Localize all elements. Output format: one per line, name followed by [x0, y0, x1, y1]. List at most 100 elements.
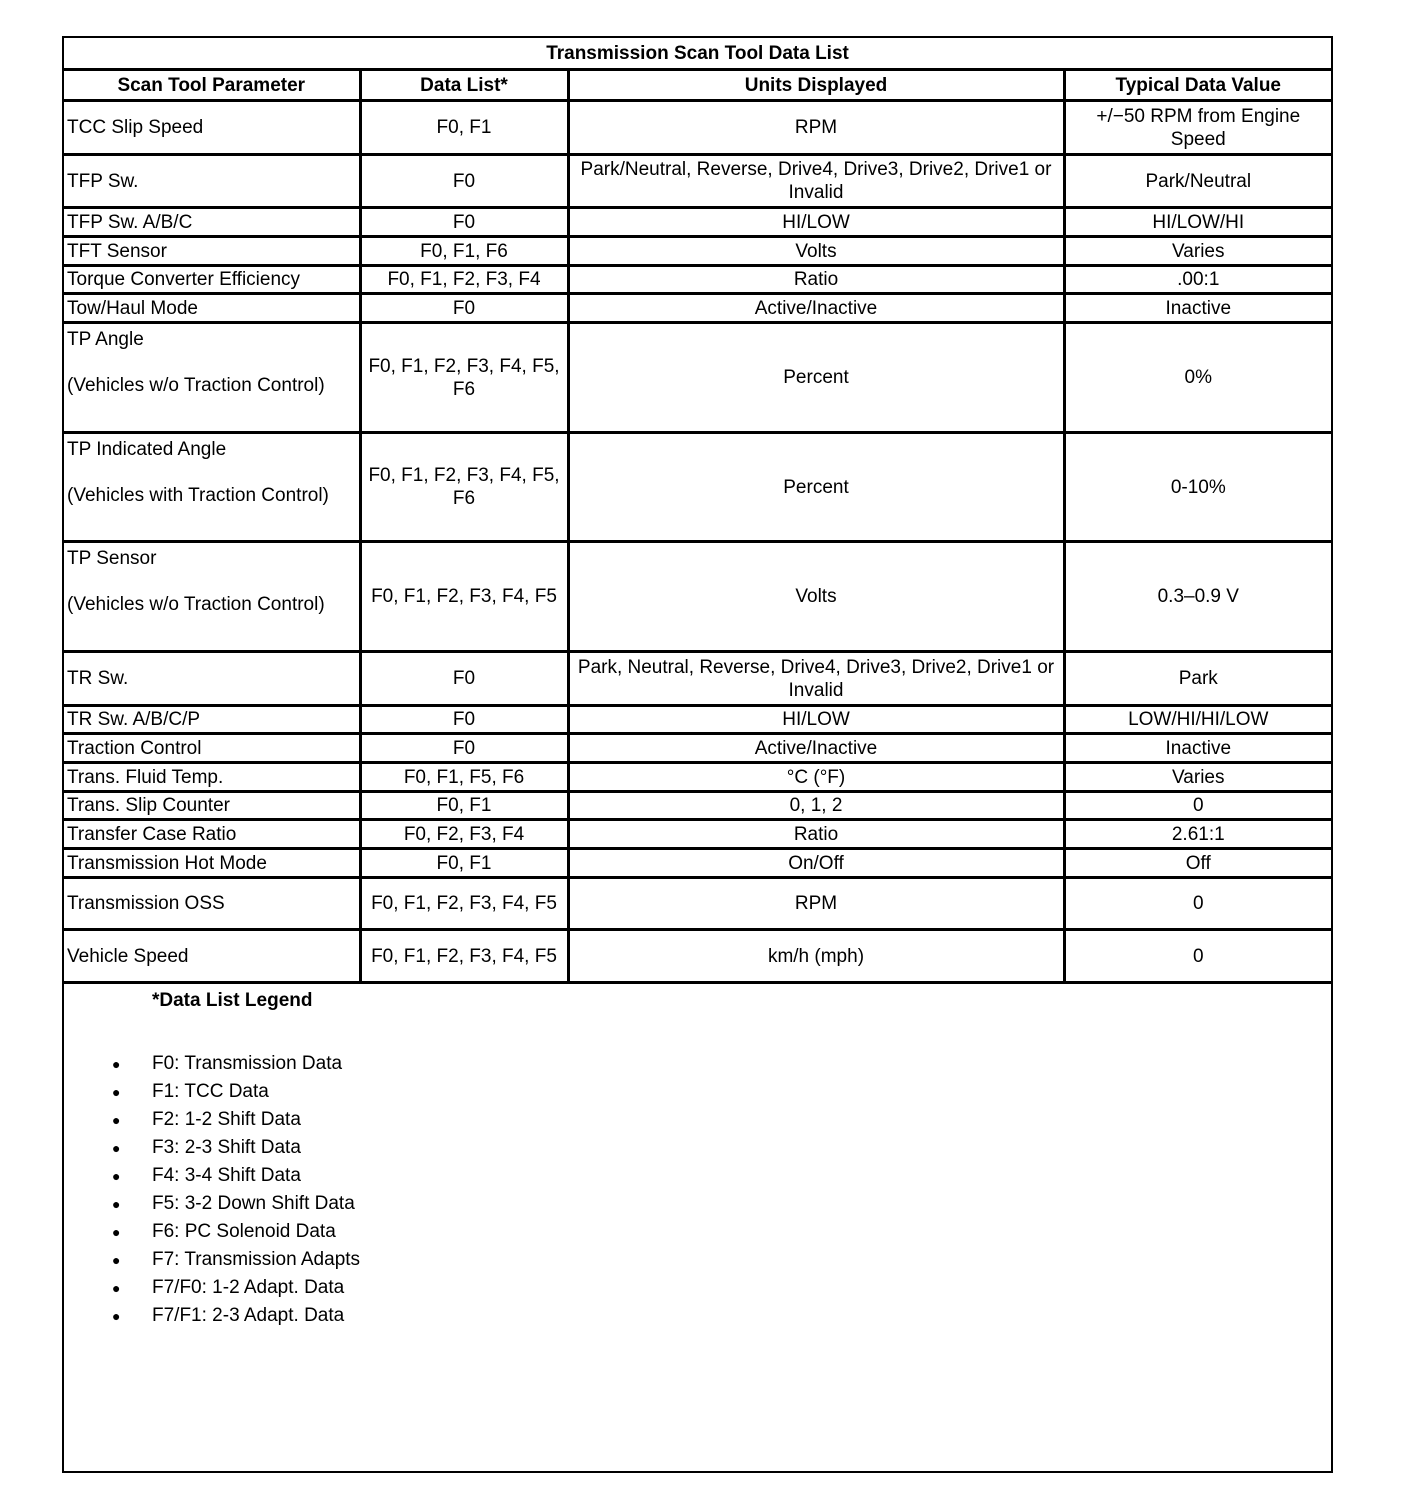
units-cell: km/h (mph)	[566, 928, 1066, 984]
parameter-name: Torque Converter Efficiency	[67, 269, 301, 290]
column-header: Data List*	[358, 68, 570, 102]
units-cell: Ratio	[566, 818, 1066, 850]
parameter-name: Trans. Fluid Temp.	[67, 766, 224, 788]
legend-item-text: F4: 3-4 Shift Data	[152, 1165, 301, 1186]
legend-item: ● F6: PC Solenoid Data	[64, 1218, 1331, 1246]
table-row: Transmission Hot Mode F0, F1 On/Off Off	[64, 847, 1332, 879]
bullet-icon: ●	[112, 1056, 121, 1072]
data-list-cell: F0	[358, 153, 570, 209]
parameter-cell: Traction Control	[64, 732, 362, 764]
parameter-name: Transfer Case Ratio	[67, 823, 237, 845]
table-row: TR Sw. F0 Park, Neutral, Reverse, Drive4, …	[64, 650, 1332, 707]
typical-value-cell: 0	[1062, 876, 1332, 931]
parameter-name: Transmission OSS	[67, 893, 225, 914]
table-row: Trans. Fluid Temp. F0, F1, F5, F6 °C (°F) V…	[64, 761, 1332, 793]
table-row: TCC Slip Speed F0, F1 RPM +/−50 RPM from En…	[64, 99, 1332, 156]
data-list-cell: F0, F1	[358, 790, 570, 821]
bullet-icon: ●	[112, 1196, 121, 1212]
parameter-cell: TP Sensor (Vehicles w/o Traction Control)	[64, 540, 362, 653]
units-cell: Park/Neutral, Reverse, Drive4, Drive3, D…	[566, 153, 1066, 209]
units-cell: HI/LOW	[566, 206, 1066, 238]
bullet-icon: ●	[112, 1112, 121, 1128]
legend-item-text: F1: TCC Data	[152, 1081, 269, 1102]
typical-value-cell: 0%	[1062, 321, 1332, 434]
units-cell: Volts	[566, 540, 1066, 653]
legend-item-text: F0: Transmission Data	[152, 1053, 343, 1074]
data-list-cell: F0, F1, F2, F3, F4	[358, 264, 570, 295]
typical-value-cell: 2.61:1	[1062, 818, 1332, 850]
legend-item: ● F3: 2-3 Shift Data	[64, 1134, 1331, 1162]
typical-value-cell: 0.3–0.9 V	[1062, 540, 1332, 653]
parameter-name: TP Angle	[67, 329, 144, 350]
parameter-name: TFP Sw.	[67, 170, 139, 192]
parameter-cell: TFP Sw.	[64, 153, 362, 209]
bullet-icon: ●	[112, 1252, 121, 1268]
typical-value-cell: 0	[1062, 928, 1332, 984]
typical-value-cell: 0-10%	[1062, 431, 1332, 543]
parameter-cell: Transmission Hot Mode	[64, 847, 362, 879]
bullet-icon: ●	[112, 1280, 121, 1296]
legend-item: ● F7/F0: 1-2 Adapt. Data	[64, 1274, 1331, 1302]
parameter-name: Trans. Slip Counter	[67, 795, 230, 816]
typical-value-cell: .00:1	[1062, 264, 1332, 295]
parameter-note: (Vehicles w/o Traction Control)	[67, 594, 325, 615]
parameter-note: (Vehicles with Traction Control)	[67, 485, 329, 506]
legend-item: ● F5: 3-2 Down Shift Data	[64, 1190, 1331, 1218]
bullet-icon: ●	[112, 1224, 121, 1240]
units-cell: Park, Neutral, Reverse, Drive4, Drive3, …	[566, 650, 1066, 707]
parameter-name: Tow/Haul Mode	[67, 297, 198, 319]
table-row: TP Angle (Vehicles w/o Traction Control) F…	[64, 321, 1332, 434]
parameter-cell: TR Sw. A/B/C/P	[64, 704, 362, 735]
parameter-name: Transmission Hot Mode	[67, 852, 267, 874]
parameter-name: TP Sensor	[67, 548, 157, 569]
parameter-cell: TP Indicated Angle (Vehicles with Tractio…	[64, 431, 362, 543]
parameter-name: TCC Slip Speed	[67, 117, 204, 138]
units-cell: Percent	[566, 321, 1066, 434]
table-row: Transfer Case Ratio F0, F2, F3, F4 Ratio 2.…	[64, 818, 1332, 850]
units-cell: RPM	[566, 99, 1066, 156]
legend-item: ● F7: Transmission Adapts	[64, 1246, 1331, 1274]
table-row: Tow/Haul Mode F0 Active/Inactive Inactive	[64, 292, 1332, 324]
parameter-cell: Tow/Haul Mode	[64, 292, 362, 324]
typical-value-cell: Varies	[1062, 761, 1332, 793]
scan-tool-data-document: Transmission Scan Tool Data List Scan To…	[62, 36, 1333, 1473]
units-cell: Ratio	[566, 264, 1066, 295]
units-cell: Active/Inactive	[566, 292, 1066, 324]
parameter-name: Traction Control	[67, 737, 202, 759]
units-cell: Volts	[566, 235, 1066, 267]
legend-item-text: F2: 1-2 Shift Data	[152, 1109, 301, 1130]
parameter-cell: Torque Converter Efficiency	[64, 264, 362, 295]
units-cell: 0, 1, 2	[566, 790, 1066, 821]
data-list-cell: F0, F1, F2, F3, F4, F5, F6	[358, 431, 570, 543]
parameter-name: TR Sw. A/B/C/P	[67, 709, 201, 730]
bullet-icon: ●	[112, 1140, 121, 1156]
table-row: TP Indicated Angle (Vehicles with Tractio…	[64, 431, 1332, 543]
table-title: Transmission Scan Tool Data List	[64, 38, 1332, 71]
legend-list: ● F0: Transmission Data ● F1: TCC Data ● F2: …	[64, 1050, 1331, 1330]
typical-value-cell: LOW/HI/HI/LOW	[1062, 704, 1332, 735]
parameter-note: (Vehicles w/o Traction Control)	[67, 375, 325, 396]
parameter-cell: Trans. Slip Counter	[64, 790, 362, 821]
units-cell: On/Off	[566, 847, 1066, 879]
parameter-cell: TP Angle (Vehicles w/o Traction Control)	[64, 321, 362, 434]
column-header: Units Displayed	[566, 68, 1066, 102]
data-list-cell: F0, F1	[358, 99, 570, 156]
data-list-cell: F0	[358, 704, 570, 735]
table-row: TFP Sw. A/B/C F0 HI/LOW HI/LOW/HI	[64, 206, 1332, 238]
table-row: TR Sw. A/B/C/P F0 HI/LOW LOW/HI/HI/LOW	[64, 704, 1332, 735]
data-list-cell: F0	[358, 732, 570, 764]
parameter-cell: TFP Sw. A/B/C	[64, 206, 362, 238]
parameter-cell: TFT Sensor	[64, 235, 362, 267]
data-list-table: Transmission Scan Tool Data List Scan To…	[64, 38, 1332, 984]
legend-item-text: F3: 2-3 Shift Data	[152, 1137, 301, 1158]
legend-item-text: F6: PC Solenoid Data	[152, 1221, 336, 1242]
legend-title: *Data List Legend	[152, 990, 313, 1011]
legend-item-text: F7/F0: 1-2 Adapt. Data	[152, 1277, 345, 1298]
legend-item: ● F1: TCC Data	[64, 1078, 1331, 1106]
units-cell: Percent	[566, 431, 1066, 543]
table-row: Torque Converter Efficiency F0, F1, F2, F…	[64, 264, 1332, 295]
parameter-name: TFT Sensor	[67, 240, 167, 262]
data-list-cell: F0, F1, F2, F3, F4, F5	[358, 876, 570, 931]
data-list-cell: F0, F1, F5, F6	[358, 761, 570, 793]
